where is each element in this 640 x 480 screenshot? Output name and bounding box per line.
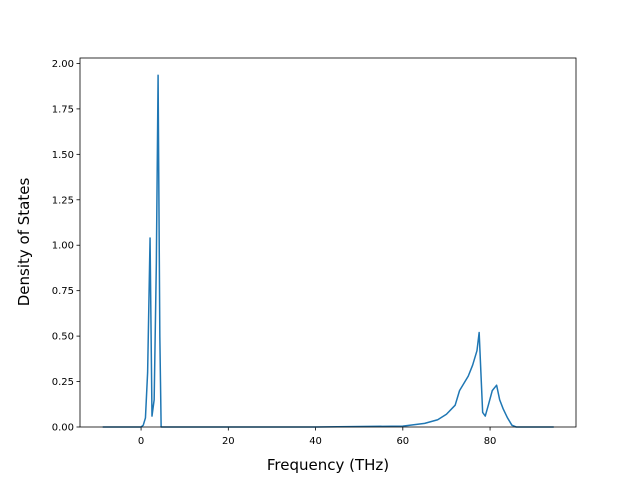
y-tick-label: 1.50 (52, 150, 74, 161)
x-tick-label: 60 (396, 436, 409, 447)
plot-frame (79, 57, 577, 428)
y-tick-label: 1.25 (52, 195, 74, 206)
y-tick-label: 1.00 (52, 241, 74, 252)
x-tick-label: 80 (484, 436, 497, 447)
dos-line (102, 74, 554, 428)
x-tick-label: 20 (222, 436, 235, 447)
y-tick-label: 2.00 (52, 59, 74, 70)
x-axis-label: Frequency (THz) (267, 456, 389, 474)
y-tick-label: 1.75 (52, 104, 74, 115)
y-tick-label: 0.00 (52, 423, 74, 434)
y-tick-label: 0.75 (52, 286, 74, 297)
x-tick-label: 0 (138, 436, 144, 447)
y-tick-label: 0.50 (52, 332, 74, 343)
x-tick-label: 40 (309, 436, 322, 447)
y-axis-label: Density of States (15, 178, 33, 307)
y-tick-label: 0.25 (52, 377, 74, 388)
